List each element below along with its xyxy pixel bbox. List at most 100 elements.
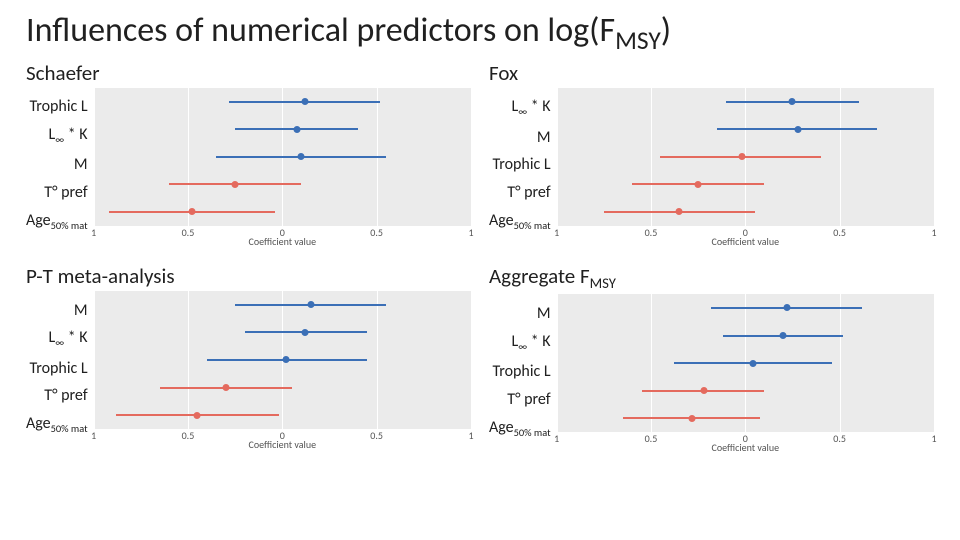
point-estimate [738, 153, 745, 160]
point-estimate [795, 126, 802, 133]
point-estimate [700, 387, 707, 394]
panel-title: Fox [489, 60, 934, 86]
point-estimate [676, 208, 683, 215]
chart-panel: Schaefer Trophic L L∞ * K M T° pref Age50% ma… [26, 60, 471, 251]
slide: Influences of numerical predictors on lo… [0, 0, 960, 540]
y-axis-label: M [74, 303, 88, 320]
forest-plot: L∞ * KMTrophic LT° prefAge50% mat10.500.… [489, 88, 934, 248]
point-estimate [749, 360, 756, 367]
point-estimate [689, 415, 696, 422]
gridline [651, 88, 652, 226]
point-estimate [298, 153, 305, 160]
x-axis-title: Coefficient value [712, 441, 780, 454]
point-estimate [188, 208, 195, 215]
x-tick-label: 0.5 [370, 226, 383, 239]
panel-title: Schaefer [26, 60, 471, 86]
panel-title: Aggregate FMSY [489, 263, 934, 292]
gridline [934, 88, 935, 226]
point-estimate [789, 98, 796, 105]
chart-panel: Aggregate FMSYML∞ * KTrophic LT° prefAge… [489, 263, 934, 454]
y-axis-label: M [537, 130, 551, 147]
y-axis-label: M [74, 157, 88, 174]
gridline [94, 88, 95, 226]
y-axis-label: M [537, 306, 551, 323]
gridline [471, 291, 472, 429]
x-tick-label: 0.5 [645, 226, 658, 239]
title-post: ) [661, 10, 671, 51]
x-axis-title: Coefficient value [712, 235, 780, 248]
gridline [188, 88, 189, 226]
x-axis: 10.500.51Coefficient value [557, 432, 934, 454]
x-tick-label: 1 [931, 432, 936, 445]
y-axis-label: Trophic L [492, 157, 550, 174]
y-axis-label: L∞ * K [48, 127, 87, 146]
y-axis-label: T° pref [44, 388, 87, 405]
point-estimate [301, 98, 308, 105]
y-axis-label: Trophic L [492, 364, 550, 381]
y-axis-labels: ML∞ * KTrophic LT° prefAge50% mat [489, 294, 557, 454]
y-axis-labels: ML∞ * KTrophic LT° prefAge50% mat [26, 291, 94, 451]
y-axis-label: Trophic L [29, 99, 87, 116]
title-pre: Influences of numerical predictors on lo… [26, 10, 615, 51]
title-sub: MSY [615, 25, 661, 56]
point-estimate [307, 301, 314, 308]
x-tick-label: 0.5 [833, 432, 846, 445]
plot-area [557, 88, 934, 226]
y-axis-label: Age50% mat [26, 213, 88, 232]
plot: 10.500.51Coefficient value [94, 88, 471, 248]
x-axis: 10.500.51Coefficient value [94, 429, 471, 451]
forest-plot: ML∞ * KTrophic LT° prefAge50% mat10.500.… [489, 294, 934, 454]
point-estimate [780, 332, 787, 339]
y-axis-label: T° pref [44, 185, 87, 202]
y-axis-label: L∞ * K [48, 330, 87, 349]
slide-title: Influences of numerical predictors on lo… [26, 10, 934, 56]
y-axis-label: L∞ * K [511, 99, 550, 118]
panel-title: P-T meta-analysis [26, 263, 471, 289]
x-tick-label: 1 [91, 226, 96, 239]
y-axis-labels: Trophic L L∞ * K M T° pref Age50% mat [26, 88, 94, 248]
y-axis-labels: L∞ * KMTrophic LT° prefAge50% mat [489, 88, 557, 248]
x-tick-label: 0.5 [182, 429, 195, 442]
point-estimate [283, 356, 290, 363]
y-axis-label: Age50% mat [489, 213, 551, 232]
x-tick-label: 1 [468, 429, 473, 442]
gridline [840, 294, 841, 432]
plot: 10.500.51Coefficient value [557, 294, 934, 454]
y-axis-label: T° pref [507, 392, 550, 409]
point-estimate [695, 181, 702, 188]
y-axis-label: L∞ * K [511, 334, 550, 353]
gridline [188, 291, 189, 429]
x-tick-label: 1 [468, 226, 473, 239]
x-tick-label: 0.5 [645, 432, 658, 445]
chart-panel: FoxL∞ * KMTrophic LT° prefAge50% mat10.5… [489, 60, 934, 251]
x-tick-label: 1 [91, 429, 96, 442]
gridline [377, 291, 378, 429]
gridline [934, 294, 935, 432]
x-tick-label: 0.5 [833, 226, 846, 239]
panel-grid: Schaefer Trophic L L∞ * K M T° pref Age50% ma… [26, 60, 934, 454]
x-tick-label: 0.5 [370, 429, 383, 442]
gridline [840, 88, 841, 226]
gridline [557, 294, 558, 432]
plot-area [94, 291, 471, 429]
point-estimate [301, 329, 308, 336]
plot-area [557, 294, 934, 432]
plot: 10.500.51Coefficient value [94, 291, 471, 451]
x-tick-label: 1 [931, 226, 936, 239]
x-tick-label: 1 [554, 432, 559, 445]
gridline [471, 88, 472, 226]
x-axis-title: Coefficient value [249, 438, 317, 451]
gridline [94, 291, 95, 429]
chart-panel: P-T meta-analysisML∞ * KTrophic LT° pref… [26, 263, 471, 454]
y-axis-label: Age50% mat [26, 416, 88, 435]
x-axis: 10.500.51Coefficient value [557, 226, 934, 248]
plot-area [94, 88, 471, 226]
forest-plot: Trophic LL∞ * KMT° prefAge50% mat10.500.… [26, 88, 471, 248]
plot: 10.500.51Coefficient value [557, 88, 934, 248]
x-axis-title: Coefficient value [249, 235, 317, 248]
gridline [557, 88, 558, 226]
forest-plot: ML∞ * KTrophic LT° prefAge50% mat10.500.… [26, 291, 471, 451]
point-estimate [232, 181, 239, 188]
x-tick-label: 1 [554, 226, 559, 239]
x-axis: 10.500.51Coefficient value [94, 226, 471, 248]
